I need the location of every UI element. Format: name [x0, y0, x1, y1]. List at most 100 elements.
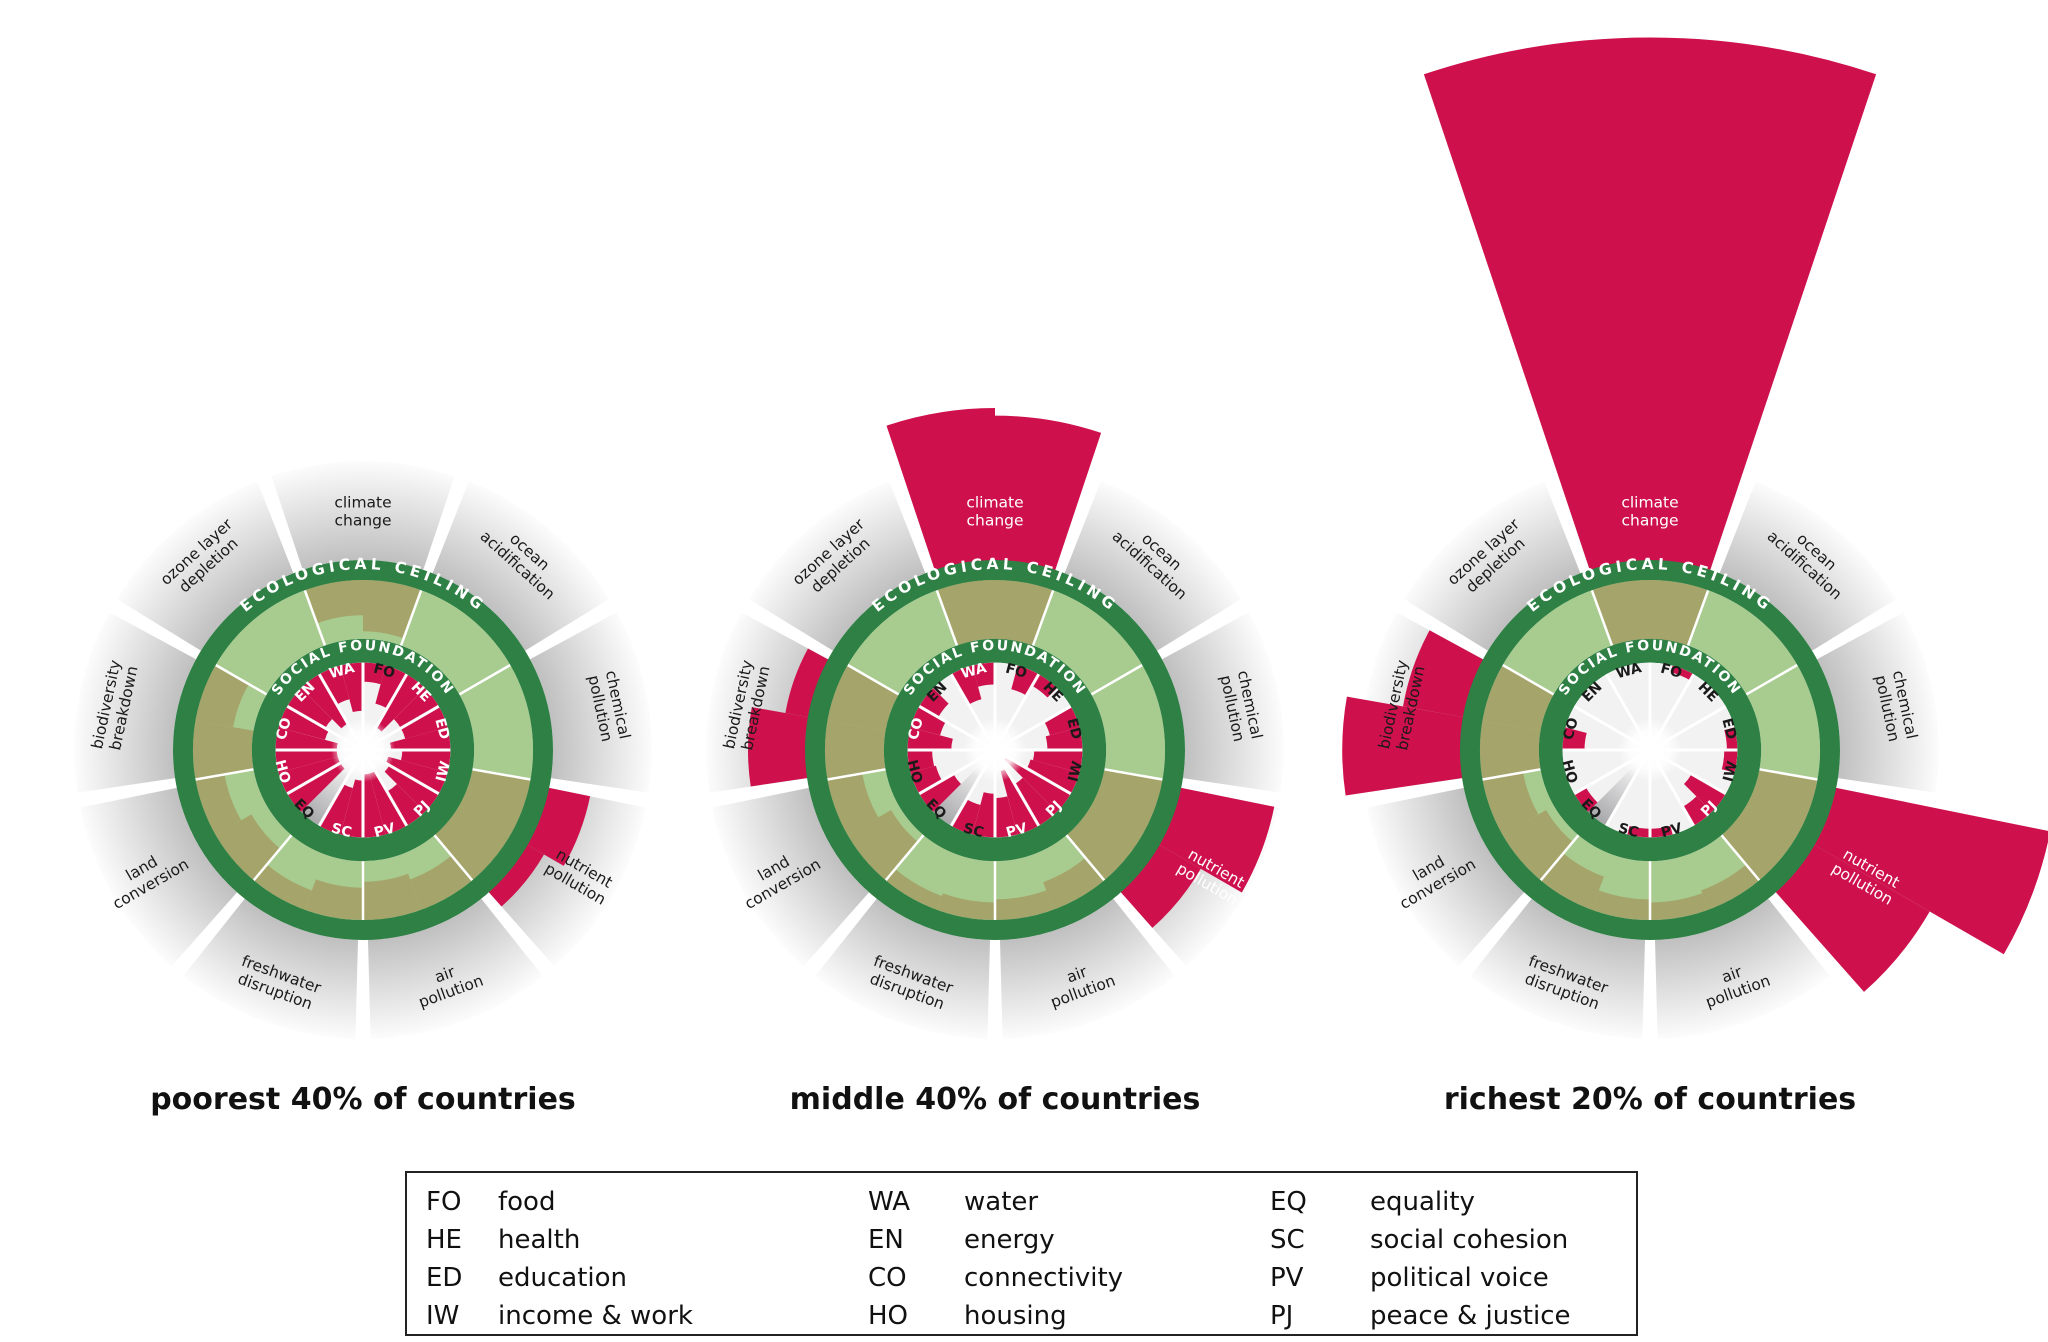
social-shortfall-PJ [387, 784, 425, 826]
legend-entry-PJ: PJ peace & justice [1270, 1297, 1570, 1335]
legend-abbr: IW [426, 1301, 460, 1331]
footprint-bar-climate-change [304, 579, 363, 624]
legend-column-0: FO food HE health ED education IW income & work [426, 1183, 693, 1335]
social-label-WA: WA [327, 660, 356, 682]
gray-wedge-ocean-acidification [1719, 481, 1897, 651]
eco-divider [827, 768, 886, 781]
gray-wedge-air-pollution [368, 898, 543, 1039]
footprint-bar-air-pollution [363, 873, 422, 921]
social-shortfall-HO [275, 750, 338, 773]
overshoot-nutrient-pollution [485, 842, 544, 907]
social-shortfall-HE [376, 674, 425, 732]
social-label-HO: HO [271, 758, 293, 785]
social-shortfall-IW [401, 750, 451, 773]
social-shortfall-ED [1724, 727, 1738, 750]
social-shortfall-ED [1044, 706, 1080, 736]
social-shortfall-HE [1032, 674, 1057, 698]
eco-divider [303, 589, 327, 647]
eco-divider [847, 663, 900, 696]
eco-divider [195, 768, 254, 781]
gray-wedge-chemical-pollution [1162, 612, 1284, 793]
legend-entry-HE: HE health [426, 1221, 693, 1259]
eco-divider [1759, 768, 1818, 781]
eco-divider [884, 834, 925, 882]
social-label-IW: IW [1720, 760, 1741, 784]
footprint-bar-air-pollution [1043, 857, 1105, 910]
social-shortfall-FO [1011, 665, 1039, 696]
eco-label-climate-change: climate change [334, 494, 391, 530]
social-label-PV: PV [1004, 820, 1029, 841]
social-shortfall-PJ [1684, 774, 1726, 812]
legend-entry-ED: ED education [426, 1259, 693, 1297]
gray-wedge-ozone-layer-depletion [748, 481, 926, 651]
legend-abbr: WA [868, 1187, 911, 1217]
social-shortfall-PJ [384, 765, 439, 812]
footprint-bar-nutrient-pollution [1091, 769, 1163, 835]
eco-divider [1590, 589, 1614, 647]
legend-name: housing [964, 1301, 1067, 1331]
legend-abbr: SC [1270, 1225, 1305, 1255]
legend-entry-EQ: EQ equality [1270, 1183, 1570, 1221]
legend-column-2: EQ equality SC social cohesion PV political v… [1270, 1183, 1570, 1335]
overshoot-climate-change [995, 415, 1102, 576]
gray-wedge-land-conversion [1367, 787, 1525, 967]
social-shortfall-SC [951, 799, 981, 835]
social-shortfall-WA [951, 665, 982, 705]
footprint-bar-climate-change [363, 579, 422, 639]
footprint-bar-air-pollution [410, 855, 473, 910]
footprint-bar-biodiversity-breakdown [824, 720, 886, 780]
social-shortfall-EN [287, 688, 333, 729]
footprint-bar-biodiversity-breakdown [827, 665, 899, 731]
footprint-bar-nutrient-pollution [1746, 769, 1818, 835]
footprint-bar-freshwater-disruption [253, 864, 312, 910]
legend-column-1: WA water EN energy CO connectivity HO housing [868, 1183, 1123, 1335]
eco-divider [1720, 834, 1761, 882]
social-label-HO: HO [1558, 758, 1580, 785]
eco-divider [1539, 834, 1580, 882]
overshoot-biodiversity-breakdown [748, 707, 814, 787]
overshoot-biodiversity-breakdown [785, 648, 833, 718]
footprint-bar-nutrient-pollution [1721, 805, 1798, 881]
social-shortfall-EN [301, 674, 348, 729]
social-shortfall-HE [393, 688, 439, 729]
gray-wedge-biodiversity-breakdown [74, 612, 196, 793]
social-shortfall-PV [995, 796, 1018, 838]
footprint-bar-air-pollution [1650, 893, 1709, 921]
gray-wedge-climate-change [271, 461, 455, 570]
eco-divider [1482, 768, 1541, 781]
footprint-bar-freshwater-disruption [936, 893, 995, 921]
footprint-bar-freshwater-disruption [304, 879, 363, 921]
social-shortfall-IW [1026, 759, 1080, 794]
gray-wedge-freshwater-disruption [1470, 898, 1645, 1039]
social-shortfall-FO [1670, 665, 1694, 681]
footprint-bar-land-conversion [215, 814, 281, 881]
eco-divider [215, 663, 268, 696]
center-glow [1618, 718, 1682, 782]
social-shortfall-HO [910, 765, 942, 794]
social-shortfall-IW [1721, 750, 1738, 773]
eco-divider [399, 589, 423, 647]
social-shortfall-IW [385, 756, 448, 794]
legend-entry-SC: SC social cohesion [1270, 1221, 1570, 1259]
social-shortfall-WA [319, 665, 350, 705]
caption-richest-20: richest 20% of countries [1443, 1082, 1857, 1117]
gray-wedge-ocean-acidification [432, 481, 610, 651]
eco-divider [1090, 663, 1143, 696]
footprint-bar-freshwater-disruption [885, 869, 942, 910]
legend-name: health [498, 1225, 581, 1255]
legend-entry-EN: EN energy [868, 1221, 1123, 1259]
footprint-bar-nutrient-pollution [459, 769, 531, 835]
social-shortfall-CO [910, 706, 946, 736]
gray-wedge-freshwater-disruption [183, 898, 358, 1039]
social-shortfall-EQ [1574, 787, 1598, 812]
gray-wedge-ozone-layer-depletion [1403, 481, 1581, 651]
footprint-bar-nutrient-pollution [434, 805, 511, 881]
social-shortfall-PV [1650, 826, 1673, 838]
legend-name: energy [964, 1225, 1055, 1255]
footprint-bar-biodiversity-breakdown [195, 665, 249, 728]
social-label-SC: SC [1616, 820, 1640, 841]
social-foundation-ring [883, 638, 1107, 862]
